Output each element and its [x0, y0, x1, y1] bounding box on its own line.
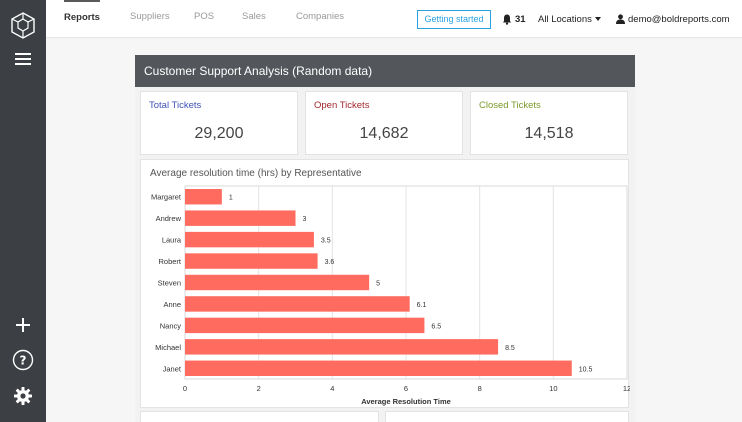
plus-icon[interactable] — [0, 314, 46, 336]
y-tick-label: Margaret — [151, 193, 182, 202]
bottom-card-left — [140, 411, 379, 422]
data-label: 10.5 — [579, 366, 593, 373]
bar — [185, 274, 370, 291]
tab-pos[interactable]: POS — [194, 11, 215, 22]
y-tick-label: Nancy — [160, 321, 182, 330]
y-tick-label: Michael — [155, 343, 181, 352]
dashboard-panel: Customer Support Analysis (Random data) … — [135, 55, 635, 422]
x-tick-label: 6 — [404, 384, 408, 393]
x-tick-label: 12 — [623, 384, 630, 393]
kpi-total-tickets: Total Tickets 29,200 — [140, 91, 298, 155]
locations-dropdown[interactable]: All Locations — [538, 11, 601, 27]
bar — [185, 296, 410, 312]
x-tick-label: 8 — [478, 384, 482, 393]
tab-companies[interactable]: Companies — [296, 11, 345, 22]
kpi-closed-tickets: Closed Tickets 14,518 — [470, 91, 628, 155]
sidebar: ? — [0, 0, 46, 422]
bar-chart: 0 2 4 6 8 10 12 Margaret 1 Andrew 3 Laura 3.5 Robert 3… — [151, 185, 630, 406]
bar — [185, 339, 499, 355]
x-tick-label: 0 — [183, 384, 187, 393]
svg-text:?: ? — [20, 354, 27, 368]
kpi-label: Closed Tickets — [479, 100, 541, 111]
y-tick-label: Anne — [163, 300, 181, 309]
x-tick-label: 10 — [549, 384, 557, 393]
top-navigation: Reports Suppliers POS Sales Companies Ge… — [46, 0, 742, 38]
user-icon — [616, 14, 625, 24]
bell-icon — [503, 14, 511, 25]
getting-started-button[interactable]: Getting started — [417, 10, 491, 29]
data-label: 1 — [229, 195, 233, 202]
bar — [185, 231, 314, 248]
data-label: 6.5 — [431, 323, 441, 330]
kpi-value: 14,518 — [524, 125, 574, 142]
x-tick-label: 4 — [330, 384, 334, 393]
user-menu[interactable]: demo@boldreports.com — [616, 11, 730, 27]
tab-sales[interactable]: Sales — [242, 11, 266, 22]
notifications-button[interactable]: 31 — [502, 11, 526, 27]
chevron-down-icon — [594, 17, 601, 21]
gear-icon[interactable] — [0, 384, 46, 408]
resolution-time-chart-card: Average resolution time (hrs) by Represe… — [140, 159, 630, 408]
dashboard-title: Customer Support Analysis (Random data) — [135, 55, 635, 87]
locations-label: All Locations — [538, 13, 592, 25]
user-email: demo@boldreports.com — [628, 13, 730, 25]
bottom-card-right — [385, 411, 629, 422]
kpi-label: Total Tickets — [149, 100, 202, 111]
tab-reports[interactable]: Reports — [64, 0, 100, 36]
y-tick-label: Janet — [163, 364, 182, 373]
y-tick-label: Steven — [158, 279, 181, 288]
data-label: 3 — [303, 216, 307, 223]
x-tick-label: 2 — [257, 384, 261, 393]
data-label: 3.6 — [325, 259, 335, 266]
kpi-open-tickets: Open Tickets 14,682 — [305, 91, 463, 155]
chart-title: Average resolution time (hrs) by Represe… — [150, 168, 362, 179]
data-label: 3.5 — [321, 238, 331, 245]
bar — [185, 360, 572, 376]
data-label: 6.1 — [417, 302, 427, 309]
bar — [185, 189, 222, 205]
hamburger-menu-icon[interactable] — [0, 48, 46, 70]
y-tick-label: Andrew — [156, 214, 182, 223]
kpi-value: 29,200 — [194, 125, 244, 142]
bar — [185, 210, 296, 226]
y-tick-label: Laura — [162, 236, 182, 245]
logo-icon[interactable] — [0, 8, 46, 44]
data-label: 8.5 — [505, 345, 515, 352]
notification-count: 31 — [515, 13, 526, 25]
help-icon[interactable]: ? — [0, 348, 46, 372]
data-label: 5 — [376, 281, 380, 288]
y-tick-label: Robert — [158, 257, 181, 266]
x-axis-title: Average Resolution Time — [361, 397, 451, 406]
bar — [185, 253, 318, 269]
bar — [185, 317, 425, 334]
tab-suppliers[interactable]: Suppliers — [130, 11, 170, 22]
kpi-value: 14,682 — [359, 125, 409, 142]
kpi-label: Open Tickets — [314, 100, 370, 111]
